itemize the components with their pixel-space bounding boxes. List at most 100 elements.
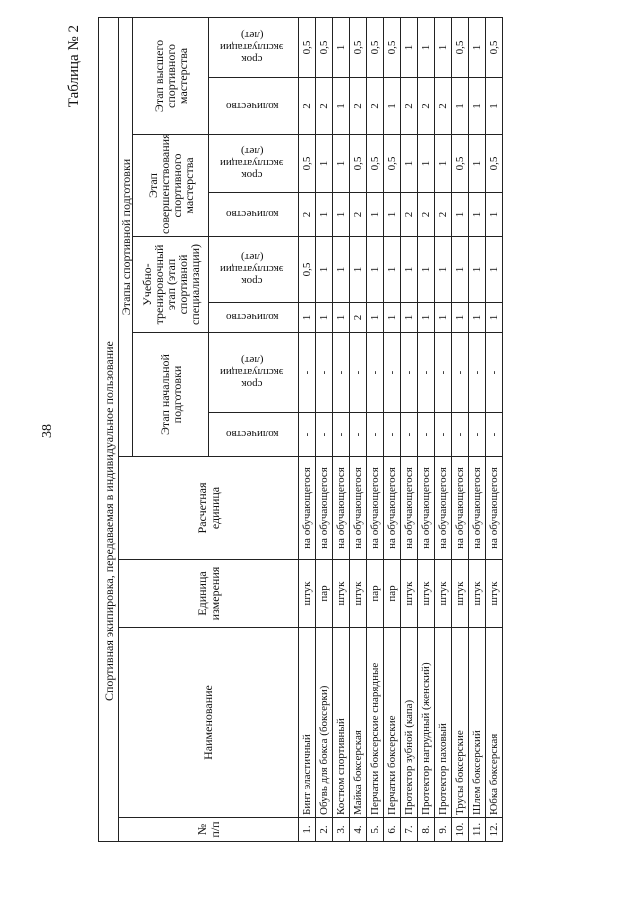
- term-cell: 1: [332, 17, 350, 78]
- term-cell: 1: [315, 134, 333, 193]
- quantity-cell: 1: [400, 302, 418, 333]
- header-stage-training: Учебно-тренировочный этап (этап спортивн…: [132, 236, 209, 333]
- quantity-cell: 2: [349, 77, 367, 135]
- quantity-cell: -: [417, 412, 435, 457]
- item-name: Протектор зубной (капа): [400, 627, 418, 818]
- term-cell: 1: [400, 134, 418, 193]
- table-row: 1. Бинт эластичный штук на обучающегося - -1 0…: [298, 17, 316, 842]
- term-cell: 0,5: [451, 17, 469, 78]
- calc-unit-cell: на обучающегося: [417, 456, 435, 560]
- quantity-cell: 2: [400, 192, 418, 237]
- term-cell: 0,5: [298, 134, 316, 193]
- quantity-cell: 2: [349, 302, 367, 333]
- row-number: 3.: [332, 817, 350, 842]
- table-row: 4. Майка боксерская штук на обучающегося - -2…: [349, 17, 367, 842]
- term-cell: 0,5: [315, 17, 333, 78]
- term-cell: 0,5: [298, 236, 316, 303]
- table-row: 8. Протектор нагрудный (женский) штук на об…: [417, 17, 435, 842]
- table-row: 9. Протектор паховый штук на обучающегося - -…: [434, 17, 452, 842]
- term-cell: 1: [434, 134, 452, 193]
- table-row: 7. Протектор зубной (капа) штук на обучающе…: [400, 17, 418, 842]
- calc-unit-cell: на обучающегося: [315, 456, 333, 560]
- header-qty: количество: [208, 192, 299, 237]
- term-cell: -: [349, 332, 367, 413]
- equipment-table: Спортивная экипировка, передаваемая в ин…: [98, 17, 503, 842]
- term-cell: -: [366, 332, 384, 413]
- quantity-cell: -: [383, 412, 401, 457]
- term-cell: 1: [434, 236, 452, 303]
- table-row: 12. Юбка боксерская штук на обучающегося - -1…: [485, 17, 503, 842]
- table-row: 2. Обувь для бокса (боксерки) пар на обучаю…: [315, 17, 333, 842]
- calc-unit-cell: на обучающегося: [468, 456, 486, 560]
- unit-cell: пар: [366, 559, 384, 628]
- header-stages-group: Этапы спортивной подготовки: [118, 17, 133, 457]
- quantity-cell: 1: [332, 302, 350, 333]
- term-cell: 1: [366, 236, 384, 303]
- term-cell: -: [332, 332, 350, 413]
- row-number: 6.: [383, 817, 401, 842]
- unit-cell: штук: [417, 559, 435, 628]
- term-cell: 1: [417, 236, 435, 303]
- quantity-cell: 1: [451, 302, 469, 333]
- term-cell: -: [315, 332, 333, 413]
- header-stage-initial: Этап начальной подготовки: [132, 332, 209, 457]
- table-caption: Спортивная экипировка, передаваемая в ин…: [98, 17, 119, 842]
- header-unit: Единица измерения: [118, 559, 299, 628]
- quantity-cell: 1: [383, 77, 401, 135]
- quantity-cell: 2: [366, 77, 384, 135]
- term-cell: 1: [400, 17, 418, 78]
- term-cell: 0,5: [349, 17, 367, 78]
- quantity-cell: 1: [298, 302, 316, 333]
- term-cell: -: [417, 332, 435, 413]
- quantity-cell: 2: [298, 192, 316, 237]
- quantity-cell: 1: [383, 192, 401, 237]
- unit-cell: пар: [383, 559, 401, 628]
- term-cell: 0,5: [349, 134, 367, 193]
- quantity-cell: 1: [366, 302, 384, 333]
- header-term: срок эксплуатации (лет): [208, 236, 299, 303]
- quantity-cell: 1: [417, 302, 435, 333]
- table-row: 11. Шлем боксерский штук на обучающегося - -1…: [468, 17, 486, 842]
- table-body: 1. Бинт эластичный штук на обучающегося - -1 0…: [298, 17, 503, 842]
- item-name: Бинт эластичный: [298, 627, 316, 818]
- calc-unit-cell: на обучающегося: [349, 456, 367, 560]
- quantity-cell: 1: [332, 77, 350, 135]
- table-row: 5. Перчатки боксерские снарядные пар на обу…: [366, 17, 384, 842]
- quantity-cell: 1: [315, 302, 333, 333]
- term-cell: 1: [400, 236, 418, 303]
- term-cell: 1: [332, 236, 350, 303]
- term-cell: 0,5: [485, 17, 503, 78]
- unit-cell: штук: [485, 559, 503, 628]
- header-stage-higher: Этап высшего спортивного мастерства: [132, 17, 209, 135]
- calc-unit-cell: на обучающегося: [332, 456, 350, 560]
- quantity-cell: -: [434, 412, 452, 457]
- term-cell: 0,5: [451, 134, 469, 193]
- quantity-cell: 1: [366, 192, 384, 237]
- unit-cell: штук: [451, 559, 469, 628]
- term-cell: 1: [349, 236, 367, 303]
- calc-unit-cell: на обучающегося: [366, 456, 384, 560]
- quantity-cell: 1: [434, 302, 452, 333]
- row-number: 5.: [366, 817, 384, 842]
- quantity-cell: 2: [298, 77, 316, 135]
- term-cell: 1: [485, 236, 503, 303]
- table-row: 3. Костюм спортивный штук на обучающегося - -…: [332, 17, 350, 842]
- unit-cell: штук: [349, 559, 367, 628]
- header-qty: количество: [208, 302, 299, 333]
- item-name: Шлем боксерский: [468, 627, 486, 818]
- row-number: 10.: [451, 817, 469, 842]
- quantity-cell: 1: [485, 77, 503, 135]
- row-number: 8.: [417, 817, 435, 842]
- term-cell: 1: [315, 236, 333, 303]
- quantity-cell: -: [315, 412, 333, 457]
- quantity-cell: 2: [434, 77, 452, 135]
- header-term: срок эксплуатации (лет): [208, 134, 299, 193]
- calc-unit-cell: на обучающегося: [485, 456, 503, 560]
- quantity-cell: -: [451, 412, 469, 457]
- header-qty: количество: [208, 77, 299, 135]
- term-cell: 0,5: [485, 134, 503, 193]
- quantity-cell: 1: [451, 192, 469, 237]
- quantity-cell: 1: [383, 302, 401, 333]
- calc-unit-cell: на обучающегося: [298, 456, 316, 560]
